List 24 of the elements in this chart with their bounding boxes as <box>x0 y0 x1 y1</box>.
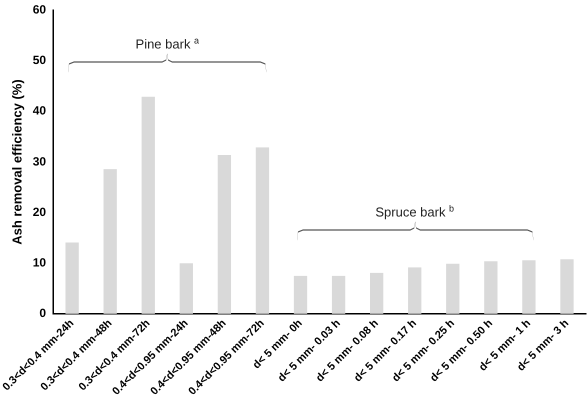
y-axis-title: Ash removal efficiency (%) <box>10 79 25 245</box>
y-tick-label: 50 <box>32 53 46 68</box>
bar <box>408 267 422 314</box>
bar <box>522 260 536 314</box>
annotation: Spruce bark b <box>375 203 454 220</box>
y-tick-label: 20 <box>32 204 46 219</box>
y-tick-label: 10 <box>32 256 46 270</box>
y-tick-label: 40 <box>32 104 46 118</box>
annotation: Pine bark a <box>136 35 200 52</box>
y-tick-label: 0 <box>39 306 46 320</box>
bar <box>294 276 308 314</box>
y-tick-label: 60 <box>32 2 46 17</box>
bar <box>256 147 270 314</box>
bar <box>218 154 232 314</box>
bar <box>104 169 117 314</box>
bar <box>332 276 346 314</box>
bar <box>560 259 574 314</box>
y-tick-label: 30 <box>32 154 46 168</box>
bar <box>484 261 498 314</box>
bar <box>370 272 384 314</box>
bar <box>142 96 155 314</box>
bar <box>65 242 79 314</box>
bar <box>446 264 460 314</box>
bar <box>180 263 193 314</box>
